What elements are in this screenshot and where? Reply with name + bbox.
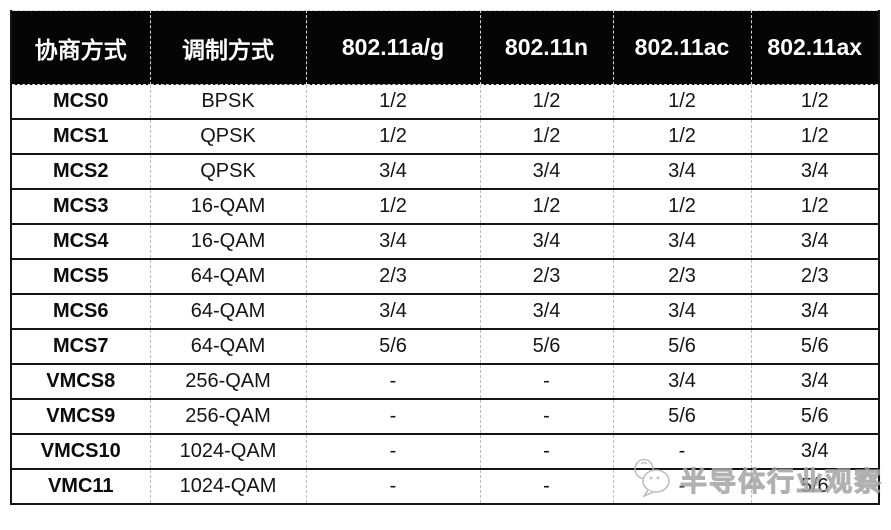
table-cell: 3/4 [612,153,752,189]
table-cell: 2/3 [612,258,752,294]
table-row: MCS3 16-QAM 1/2 1/2 1/2 1/2 [10,188,880,224]
table-cell: 3/4 [479,223,614,259]
table-row: MCS5 64-QAM 2/3 2/3 2/3 2/3 [10,258,880,294]
cell-mcs-label: VMCS9 [10,398,151,434]
table-cell: 3/4 [750,223,880,259]
table-cell: 5/6 [305,328,481,364]
table-cell: 1/2 [750,188,880,224]
header-802-11ac: 802.11ac [612,10,752,85]
table-cell: 5/6 [479,328,614,364]
table-cell: 256-QAM [149,398,307,434]
header-802-11n: 802.11n [479,10,614,85]
table-row: MCS7 64-QAM 5/6 5/6 5/6 5/6 [10,328,880,364]
cell-mcs-label: MCS1 [10,118,151,154]
table-cell: 1/2 [305,84,481,119]
table-cell: 64-QAM [149,258,307,294]
cell-mcs-label: MCS7 [10,328,151,364]
table-cell: 3/4 [750,293,880,329]
table-cell: 5/6 [612,398,752,434]
table-row: MCS2 QPSK 3/4 3/4 3/4 3/4 [10,153,880,189]
table-cell: 1024-QAM [149,468,307,504]
table-cell: 3/4 [612,363,752,399]
table-cell: - [479,433,614,469]
table-cell: 3/4 [612,223,752,259]
table-cell: 2/3 [479,258,614,294]
table-cell: 3/4 [612,293,752,329]
table-cell: - [612,433,752,469]
table-cell: 5/6 [612,328,752,364]
table-cell: - [305,363,481,399]
cell-mcs-label: VMCS10 [10,433,151,469]
table-cell: 64-QAM [149,328,307,364]
table-cell: 16-QAM [149,223,307,259]
table-cell: 5/6 [750,328,880,364]
table-cell: 1/2 [750,118,880,154]
table-cell: BPSK [149,84,307,119]
table-cell: 3/4 [479,153,614,189]
table-cell: - [479,398,614,434]
table-row: MCS1 QPSK 1/2 1/2 1/2 1/2 [10,118,880,154]
table-cell: 3/4 [305,293,481,329]
table-cell: 3/4 [305,223,481,259]
cell-mcs-label: VMCS8 [10,363,151,399]
table-row: VMC11 1024-QAM - - -5/6 [10,468,880,504]
table-cell: 1/2 [750,84,880,119]
table-cell: 3/4 [750,363,880,399]
cell-mcs-label: MCS5 [10,258,151,294]
header-802-11ax: 802.11ax [750,10,880,85]
cell-mcs-label: MCS3 [10,188,151,224]
cell-mcs-label: MCS4 [10,223,151,259]
header-row: 协商方式 调制方式 802.11a/g 802.11n 802.11ac 802… [10,10,880,85]
table-cell: QPSK [149,118,307,154]
table-cell: 5/6 [750,398,880,434]
table-cell: - [479,468,614,504]
table-cell: - [305,398,481,434]
table-cell: QPSK [149,153,307,189]
mcs-coding-rate-table: 协商方式 调制方式 802.11a/g 802.11n 802.11ac 802… [10,10,880,505]
table-cell: 16-QAM [149,188,307,224]
table-cell: 2/3 [750,258,880,294]
table-cell: 1/2 [612,188,752,224]
table-row: VMCS9 256-QAM - -5/6 5/6 [10,398,880,434]
table-cell: 1/2 [479,188,614,224]
table-cell: 1/2 [305,118,481,154]
table-cell: 1/2 [612,118,752,154]
table-row: MCS4 16-QAM 3/4 3/4 3/4 3/4 [10,223,880,259]
table-row: VMCS10 1024-QAM - - -3/4 [10,433,880,469]
table-row: VMCS8 256-QAM - -3/4 3/4 [10,363,880,399]
table-cell: 1/2 [479,84,614,119]
table-cell: - [305,468,481,504]
table-cell: 3/4 [479,293,614,329]
table-header: 协商方式 调制方式 802.11a/g 802.11n 802.11ac 802… [10,10,880,85]
header-modulation-mode: 调制方式 [149,10,307,85]
table-cell: 3/4 [305,153,481,189]
table-cell: 3/4 [750,153,880,189]
table-row: MCS0 BPSK 1/2 1/2 1/2 1/2 [10,84,880,119]
table-cell: - [479,363,614,399]
cell-mcs-label: MCS0 [10,84,151,119]
table-cell: 2/3 [305,258,481,294]
header-802-11ag: 802.11a/g [305,10,481,85]
table-cell: 5/6 [750,468,880,504]
table-cell: 1024-QAM [149,433,307,469]
table-cell: 1/2 [479,118,614,154]
table-cell: - [305,433,481,469]
table-cell: 256-QAM [149,363,307,399]
table-cell: 1/2 [305,188,481,224]
cell-mcs-label: VMC11 [10,468,151,504]
cell-mcs-label: MCS6 [10,293,151,329]
header-negotiation-mode: 协商方式 [10,10,151,85]
mcs-coding-rate-table-container: 协商方式 调制方式 802.11a/g 802.11n 802.11ac 802… [10,10,880,505]
table-cell: 64-QAM [149,293,307,329]
table-cell: 3/4 [750,433,880,469]
table-body: MCS0 BPSK 1/2 1/2 1/2 1/2 MCS1 QPSK 1/2 1/2 1/2 1/2… [10,84,880,504]
table-cell: - [612,468,752,504]
cell-mcs-label: MCS2 [10,153,151,189]
table-cell: 1/2 [612,84,752,119]
table-row: MCS6 64-QAM 3/4 3/4 3/4 3/4 [10,293,880,329]
